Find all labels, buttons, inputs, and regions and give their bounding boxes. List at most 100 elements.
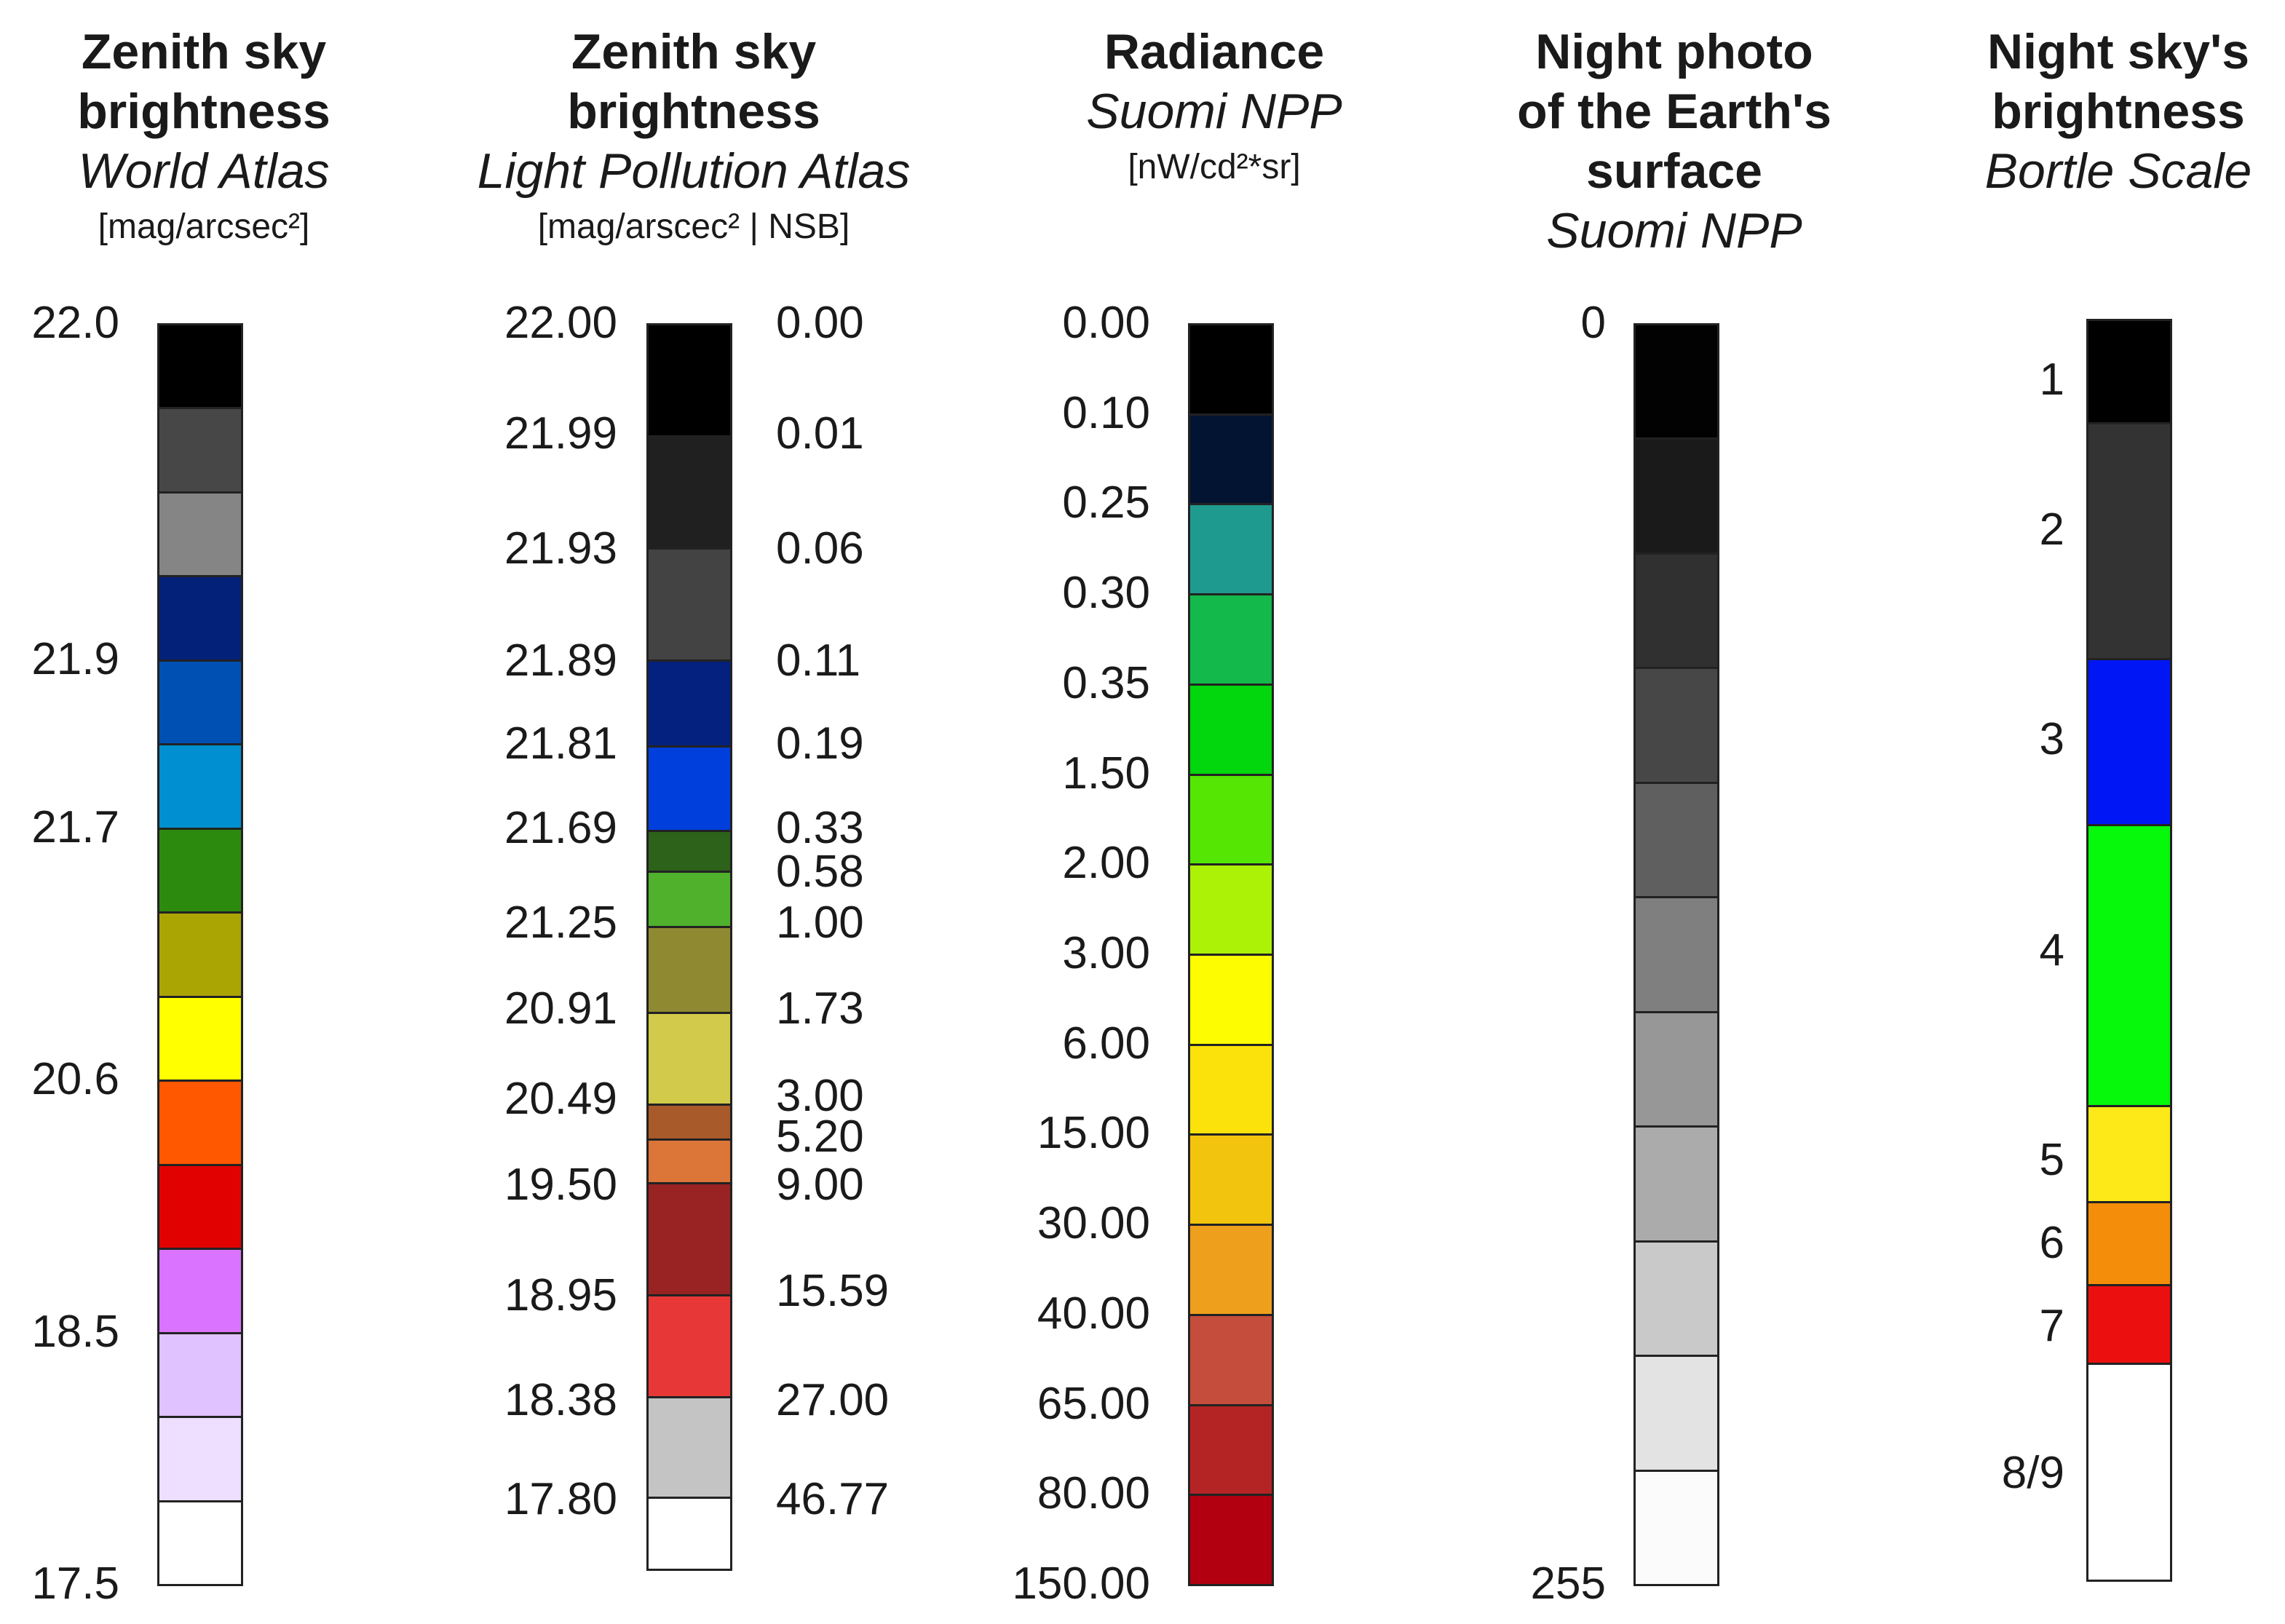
subtitle: Light Pollution Atlas: [477, 143, 911, 199]
magnitude-label: 19.50: [504, 1160, 617, 1210]
scale-tick-label: 18.5: [31, 1306, 119, 1357]
scale-segment: [1188, 1403, 1274, 1497]
radiance-tick-label: 2.00: [1062, 838, 1150, 889]
magnitude-label: 21.69: [504, 803, 617, 853]
magnitude-label: 21.99: [504, 408, 617, 459]
bortle-class-segment: [2086, 1201, 2172, 1286]
bortle-class-segment: [2086, 1105, 2172, 1203]
scale-tick-label: 17.5: [31, 1558, 119, 1609]
scale-segment: [646, 435, 732, 550]
title-line: brightness: [1992, 84, 2245, 139]
scale-segment: [157, 743, 243, 830]
scale-segment: [157, 659, 243, 746]
scale-tick-label: 255: [1530, 1558, 1606, 1609]
scale-segment: [646, 547, 732, 662]
scale-segment: [157, 491, 243, 578]
scale-segment: [1188, 1224, 1274, 1316]
scale-segment: [1633, 1010, 1719, 1128]
subtitle: Suomi NPP: [1086, 84, 1342, 139]
magnitude-label: 21.89: [504, 635, 617, 686]
bortle-class-label: 5: [2039, 1135, 2064, 1185]
bortle-class-segment: [2086, 1284, 2172, 1365]
title-line: of the Earth's: [1517, 84, 1831, 139]
scale-segment: [157, 911, 243, 998]
scale-segment: [1633, 323, 1719, 440]
nsb-label: 0.58: [776, 847, 864, 897]
bortle-class-segment: [2086, 658, 2172, 826]
scale-segment: [1188, 1043, 1274, 1136]
magnitude-label: 20.49: [504, 1074, 617, 1124]
magnitude-label: 17.80: [504, 1474, 617, 1524]
scale-segment: [646, 745, 732, 832]
header-radiance: Radiance Suomi NPP [nW/cd²*sr]: [945, 22, 1484, 194]
unit: [nW/cd²*sr]: [1128, 148, 1301, 186]
title-line: Night sky's: [1987, 24, 2250, 79]
radiance-tick-label: 40.00: [1037, 1288, 1150, 1339]
nsb-label: 5.20: [776, 1112, 864, 1162]
bortle-class-label: 7: [2039, 1301, 2064, 1351]
scale-segment: [157, 1080, 243, 1166]
scale-tick-label: 21.7: [31, 801, 119, 852]
scale-segment: [1633, 667, 1719, 784]
bortle-class-segment: [2086, 824, 2172, 1107]
subtitle: World Atlas: [78, 143, 330, 199]
scale-segment: [1188, 503, 1274, 596]
radiance-tick-label: 150.00: [1012, 1558, 1150, 1609]
scale-tick-label: 20.6: [31, 1054, 119, 1105]
radiance-tick-label: 0.10: [1062, 387, 1150, 438]
radiance-tick-label: 0.30: [1062, 568, 1150, 619]
magnitude-label: 22.00: [504, 298, 617, 348]
scale-segment: [1633, 781, 1719, 899]
unit: [mag/arcsec²]: [98, 207, 310, 246]
scale-segment: [1633, 552, 1719, 670]
scale-segment: [646, 1012, 732, 1106]
bortle-class-segment: [2086, 319, 2172, 424]
scale-segment: [646, 1294, 732, 1398]
nsb-label: 3.00: [776, 1071, 864, 1121]
scale-segment: [646, 659, 732, 748]
header-world-atlas: Zenith sky brightness World Atlas [mag/a…: [0, 22, 473, 253]
scale-segment: [1188, 863, 1274, 956]
bortle-class-label: 3: [2039, 714, 2064, 764]
scale-segment: [1633, 1125, 1719, 1243]
radiance-tick-label: 0.00: [1062, 298, 1150, 348]
nsb-label: 46.77: [776, 1474, 890, 1524]
radiance-tick-label: 30.00: [1037, 1198, 1150, 1249]
scale-segment: [1633, 1469, 1719, 1586]
bortle-class-label: 2: [2039, 504, 2064, 555]
header-night-photo: Night photo of the Earth's surface Suomi…: [1405, 22, 1944, 261]
scale-segment: [1188, 323, 1274, 416]
scale-segment: [646, 1138, 732, 1184]
scale-segment: [157, 827, 243, 914]
magnitude-label: 20.91: [504, 983, 617, 1034]
magnitude-label: 21.81: [504, 718, 617, 769]
scale-segment: [157, 1163, 243, 1251]
magnitude-label: 21.25: [504, 898, 617, 948]
scale-segment: [1188, 1133, 1274, 1227]
scale-segment: [646, 1396, 732, 1499]
bortle-class-segment: [2086, 422, 2172, 660]
scale-segment: [646, 1104, 732, 1141]
bortle-class-label: 1: [2039, 354, 2064, 405]
nsb-label: 0.11: [776, 635, 861, 686]
scale-tick-label: 21.9: [31, 633, 119, 684]
nsb-label: 1.00: [776, 898, 864, 948]
radiance-tick-label: 15.00: [1037, 1108, 1150, 1159]
scale-segment: [157, 1416, 243, 1502]
scale-segment: [646, 871, 732, 928]
radiance-tick-label: 3.00: [1062, 928, 1150, 978]
nsb-label: 1.73: [776, 983, 864, 1034]
radiance-tick-label: 0.25: [1062, 478, 1150, 528]
scale-segment: [646, 830, 732, 873]
nsb-label: 15.59: [776, 1266, 890, 1316]
title-line: brightness: [567, 84, 820, 139]
title-line: Zenith sky: [571, 24, 817, 79]
scale-segment: [1188, 1494, 1274, 1586]
scale-segment: [1188, 413, 1274, 506]
scale-segment: [1633, 896, 1719, 1013]
scale-tick-label: 22.0: [31, 298, 119, 348]
nsb-label: 0.00: [776, 298, 864, 348]
scale-segment: [157, 1248, 243, 1334]
scale-segment: [1633, 1355, 1719, 1472]
